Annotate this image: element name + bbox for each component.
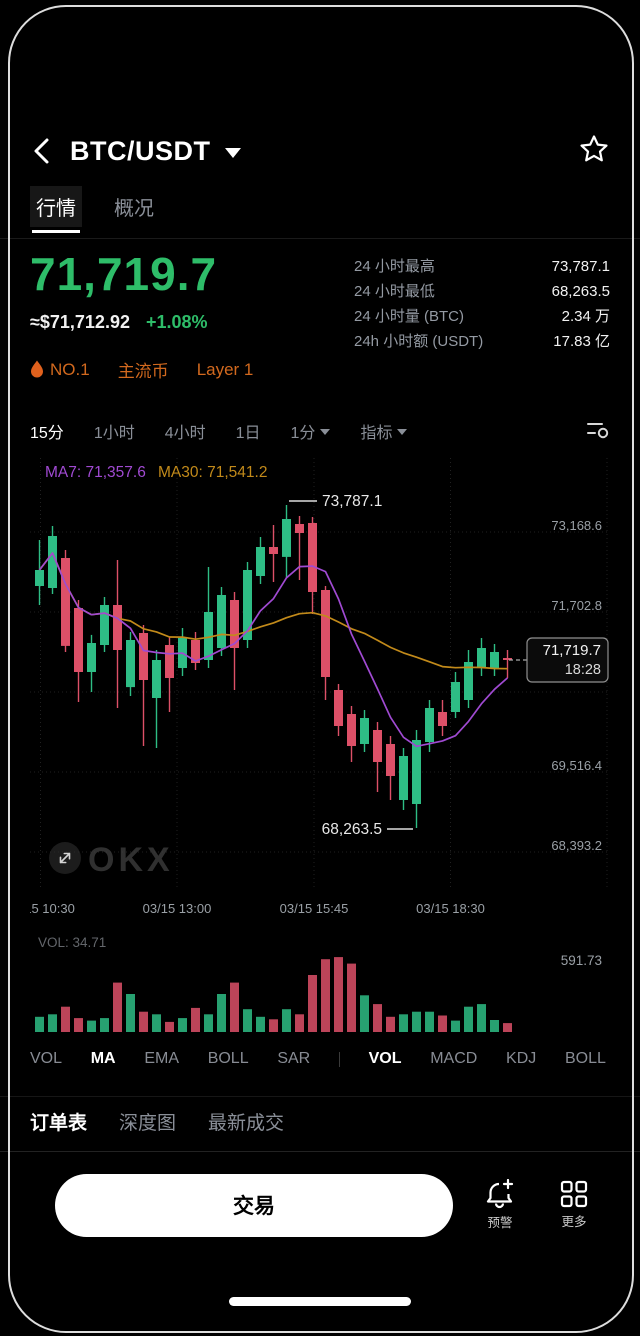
alert-button[interactable]: 预警 (475, 1179, 525, 1231)
tab-depth-chart[interactable]: 深度图 (119, 1113, 177, 1134)
page-tabs: 行情 概况 (30, 186, 160, 236)
indicator-tab-boll[interactable]: BOLL (207, 1050, 249, 1067)
stat-label: 24 小时量 (BTC) (354, 308, 465, 325)
category-badge-layer1[interactable]: Layer 1 (196, 359, 254, 379)
stat-label: 24 小时最高 (354, 258, 435, 275)
indicator-tabs: VOL MA EMA BOLL SAR VOL MACD KDJ BOLL (30, 1044, 610, 1074)
grid-icon (560, 1180, 588, 1208)
stat-value: 68,263.5 (551, 283, 610, 300)
indicator-divider (338, 1051, 340, 1067)
header-nav: BTC/USDT (30, 126, 610, 176)
pair-dropdown-icon[interactable] (224, 148, 241, 158)
stat-row: 24h 小时额 (USDT) 17.83 亿 (354, 329, 610, 354)
trade-button[interactable]: 交易 (55, 1173, 453, 1237)
favorite-star-button[interactable] (578, 133, 610, 170)
tab-market[interactable]: 行情 (30, 186, 82, 233)
indicator-tab-ema[interactable]: EMA (144, 1050, 179, 1067)
svg-text:73,787.1: 73,787.1 (322, 493, 382, 510)
svg-text:03/15 15:45: 03/15 15:45 (280, 901, 349, 916)
chart-settings-button[interactable] (586, 419, 610, 444)
indicator-dropdown[interactable]: 指标 (360, 419, 408, 443)
price-chart[interactable]: 73,168.6 71,702.8 69,516.4 68,393.2 OKX MA7: … (30, 450, 610, 1040)
stat-value: 17.83 亿 (553, 333, 610, 350)
timeframe-bar: 15分 1小时 4小时 1日 1分 指标 (30, 412, 610, 450)
last-price: 71,719.7 (30, 248, 218, 300)
svg-text:71,702.8: 71,702.8 (551, 598, 602, 613)
bell-plus-icon (486, 1179, 514, 1209)
footer-bar: 交易 预警 更多 (30, 1168, 610, 1242)
stat-value: 2.34 万 (561, 308, 610, 325)
orderbook-tabs: 订单表 深度图 最新成交 (30, 1108, 284, 1135)
tab-active-underline (32, 230, 80, 233)
chevron-left-icon (34, 138, 49, 164)
tab-overview[interactable]: 概况 (108, 186, 160, 227)
svg-text:68,263.5: 68,263.5 (322, 821, 382, 838)
svg-text:69,516.4: 69,516.4 (551, 758, 602, 773)
indicator-tab-vol-main[interactable]: VOL (30, 1050, 63, 1067)
indicator-tab-vol-sub[interactable]: VOL (368, 1050, 402, 1067)
stat-value: 73,787.1 (551, 258, 610, 275)
svg-text:03/15 13:00: 03/15 13:00 (143, 901, 212, 916)
footer-divider (0, 1151, 640, 1152)
rank-badge[interactable]: NO.1 (30, 360, 90, 380)
tab-latest-trades[interactable]: 最新成交 (208, 1113, 285, 1134)
star-icon (580, 134, 608, 161)
indicator-dropdown-label: 指标 (360, 425, 393, 442)
tabs-divider (0, 238, 640, 239)
stats-panel: 24 小时最高 73,787.1 24 小时最低 68,263.5 24 小时量 (… (354, 254, 610, 382)
indicator-tab-macd[interactable]: MACD (430, 1050, 478, 1067)
svg-text:591.73: 591.73 (561, 953, 602, 968)
stat-row: 24 小时量 (BTC) 2.34 万 (354, 304, 610, 329)
svg-text:03/15 18:30: 03/15 18:30 (416, 901, 485, 916)
indicator-tab-sar[interactable]: SAR (277, 1050, 311, 1067)
svg-text:73,168.6: 73,168.6 (551, 518, 602, 533)
home-indicator (229, 1297, 411, 1306)
timeframe-1d[interactable]: 1日 (235, 425, 261, 442)
timeframe-more-label: 1分 (290, 425, 316, 442)
chart-settings-icon (587, 422, 609, 438)
svg-text:68,393.2: 68,393.2 (551, 838, 602, 853)
indicator-tab-boll-sub[interactable]: BOLL (564, 1050, 606, 1067)
tab-overview-label: 概况 (114, 198, 154, 220)
price-block: 71,719.7 ≈$71,712.92 +1.08% NO.1 主流币 Lay… (30, 250, 253, 382)
stat-row: 24 小时最低 68,263.5 (354, 279, 610, 304)
change-percent: +1.08% (145, 312, 208, 333)
chevron-down-icon (320, 429, 331, 435)
pair-title[interactable]: BTC/USDT (70, 135, 211, 166)
chevron-down-icon (397, 429, 408, 435)
timeframe-4h[interactable]: 4小时 (164, 425, 206, 442)
back-button[interactable] (30, 134, 64, 168)
section-divider (0, 1096, 640, 1097)
timeframe-15m[interactable]: 15分 (30, 425, 64, 442)
more-button[interactable]: 更多 (549, 1180, 599, 1230)
stat-row: 24 小时最高 73,787.1 (354, 254, 610, 279)
flame-icon (31, 360, 43, 378)
svg-text:71,719.7: 71,719.7 (543, 642, 601, 659)
more-label: 更多 (561, 1215, 587, 1229)
indicator-tab-ma[interactable]: MA (90, 1050, 116, 1067)
svg-text:03/15 10:30: 03/15 10:30 (30, 901, 75, 916)
timeframe-more-dropdown[interactable]: 1分 (291, 419, 331, 443)
rank-badge-label: NO.1 (50, 359, 90, 379)
svg-text:MA7: 71,357.6: MA7: 71,357.6 (45, 464, 146, 481)
fiat-price: ≈$71,712.92 (30, 312, 130, 333)
stat-label: 24 小时最低 (354, 283, 435, 300)
alert-label: 预警 (487, 1216, 513, 1230)
svg-text:OKX: OKX (88, 841, 174, 879)
stat-label: 24h 小时额 (USDT) (354, 333, 484, 350)
price-section: 71,719.7 ≈$71,712.92 +1.08% NO.1 主流币 Lay… (30, 250, 610, 382)
indicator-tab-kdj[interactable]: KDJ (506, 1050, 537, 1067)
svg-text:18:28: 18:28 (565, 662, 601, 678)
category-badge-mainstream[interactable]: 主流币 (117, 362, 169, 382)
timeframe-1h[interactable]: 1小时 (93, 425, 135, 442)
tab-market-label: 行情 (36, 198, 76, 220)
svg-text:MA30: 71,541.2: MA30: 71,541.2 (158, 464, 267, 481)
tab-orderbook[interactable]: 订单表 (30, 1113, 88, 1134)
svg-text:VOL: 34.71: VOL: 34.71 (38, 935, 106, 950)
